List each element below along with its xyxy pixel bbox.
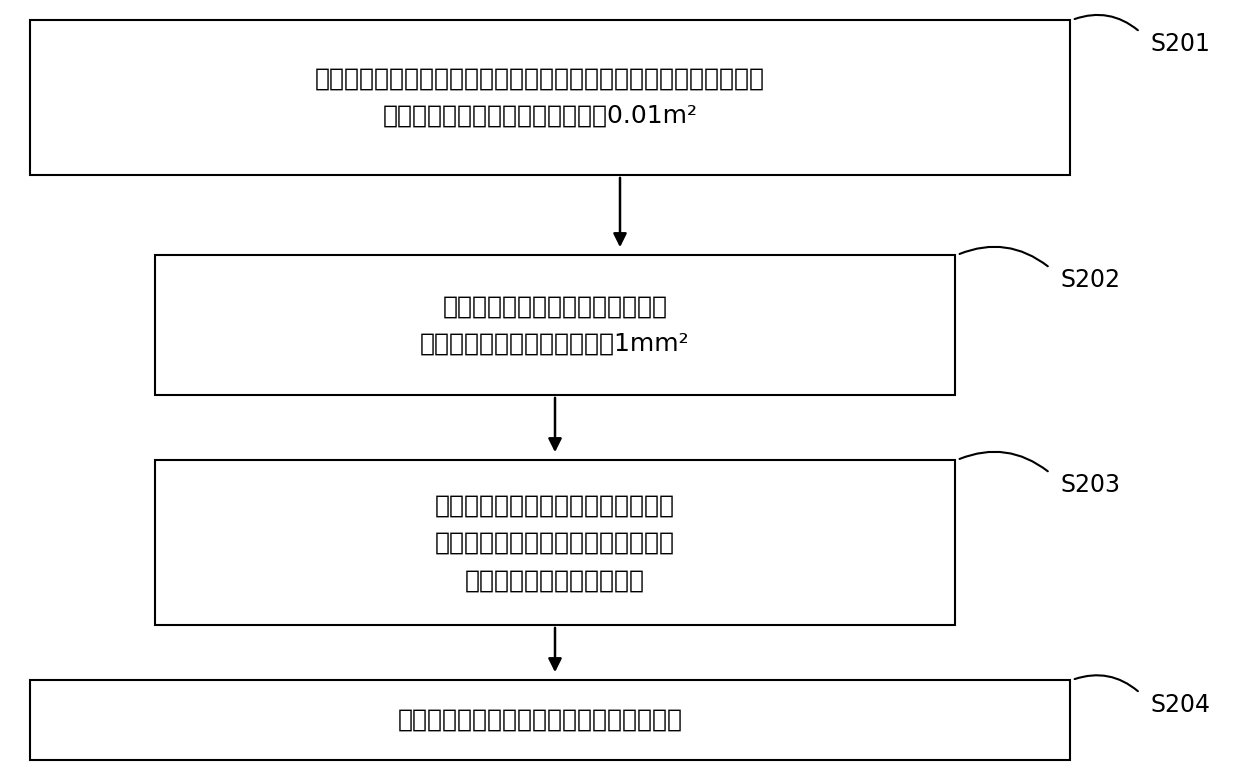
Bar [30, 20, 1070, 175]
Text: 识别图片中待测太阳能组件的轮廓区，将所述轮廓区进行分割处理，
并控制每个分割区域的面积不大于0.01m²: 识别图片中待测太阳能组件的轮廓区，将所述轮廓区进行分割处理， 并控制每个分割区域… [315, 66, 765, 128]
Text: S202: S202 [1060, 268, 1120, 292]
Text: S203: S203 [1060, 473, 1120, 497]
Bar [30, 680, 1070, 760]
Text: 将各分割区域进行网格划分处理，
并控制每个网格的面积不大于1mm²: 将各分割区域进行网格划分处理， 并控制每个网格的面积不大于1mm² [420, 294, 689, 356]
Text: 测定各网格内待测太阳能组件的亮度
以及相同条件下标准太阳能组件的亮
度，以获得表面脏污差异率: 测定各网格内待测太阳能组件的亮度 以及相同条件下标准太阳能组件的亮 度，以获得表… [435, 494, 675, 592]
Text: S204: S204 [1149, 693, 1210, 717]
Text: 储存各分割区域内各网格的表面脏污差异率: 储存各分割区域内各网格的表面脏污差异率 [398, 708, 682, 732]
Text: S201: S201 [1149, 32, 1210, 56]
Bar [155, 460, 955, 625]
Bar [155, 255, 955, 395]
